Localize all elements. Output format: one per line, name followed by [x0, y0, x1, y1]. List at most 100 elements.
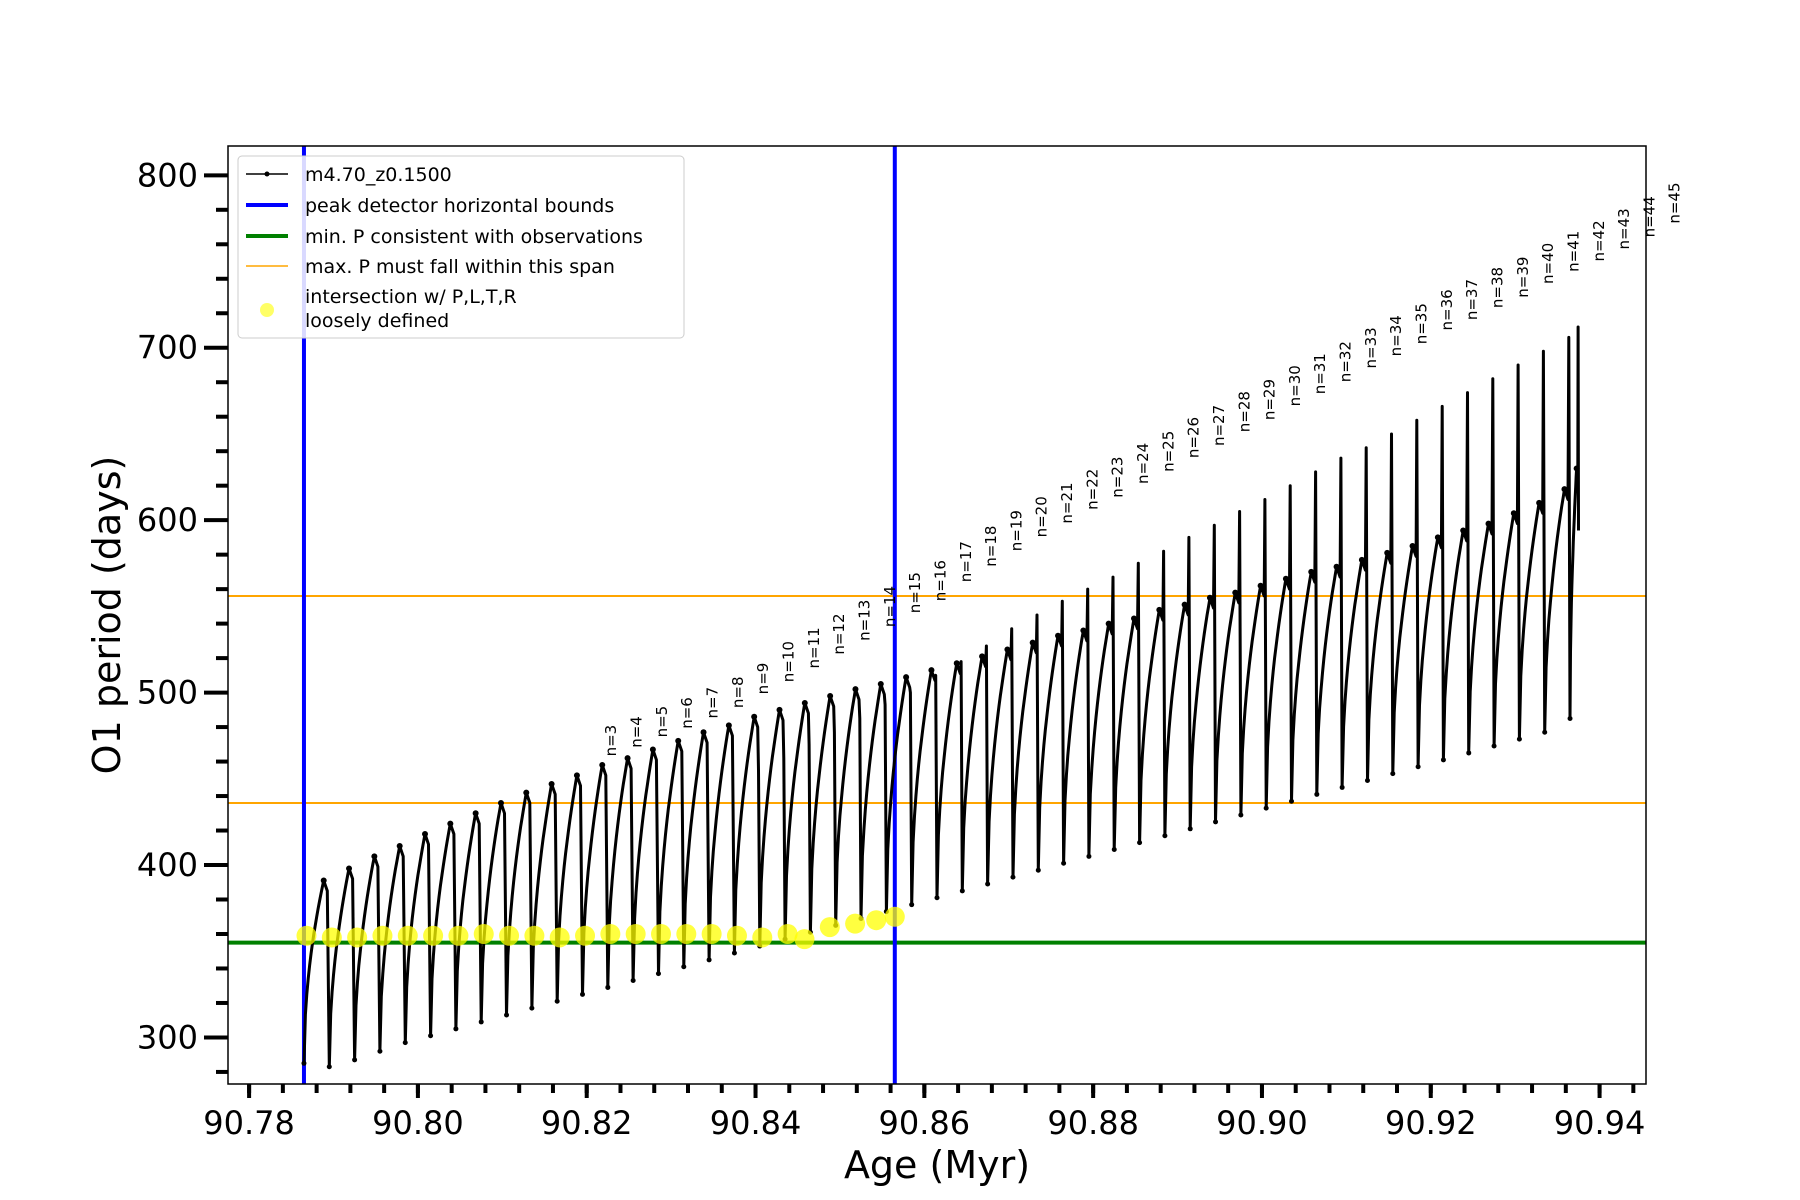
intersection-marker	[819, 917, 840, 938]
pulse-peak-point	[903, 674, 910, 681]
peak-label: n=39	[1514, 257, 1532, 298]
pulse-peak-point	[1156, 606, 1163, 613]
intersection-marker	[499, 925, 520, 946]
intersection-marker	[372, 925, 393, 946]
x-tick-label: 90.86	[879, 1104, 971, 1142]
y-tick-label: 500	[137, 674, 198, 712]
peak-label: n=26	[1185, 417, 1203, 458]
pulse-min-point	[529, 1005, 535, 1011]
legend-label: intersection w/ P,L,T,R	[305, 286, 517, 308]
pulse-min-point	[731, 950, 737, 956]
pulse-peak-point	[1561, 486, 1568, 493]
pulse-peak-point	[1206, 594, 1213, 601]
pulse-peak-point	[1181, 601, 1188, 608]
plot-frame	[227, 145, 1647, 1085]
pulse-peak-point	[1510, 510, 1517, 517]
peak-label: n=27	[1210, 405, 1228, 446]
annotation-layer: n=3 n=4 n=5 n=6 n=7 n=8 n=9 n=10 n=11 n=12 n=13 n=1…	[602, 182, 1684, 756]
x-axis: 90.78 90.80 90.82 90.84 90.86 90.88 90.90 90.92…	[203, 1084, 1645, 1142]
pulse-min-point	[681, 964, 687, 970]
peak-label: n=5	[653, 706, 671, 738]
pulse-min-point	[1061, 860, 1067, 866]
pulse-min-point	[1364, 778, 1370, 784]
x-tick-label: 90.90	[1216, 1104, 1308, 1142]
pulse-min-point	[1010, 874, 1016, 880]
peak-label: n=25	[1159, 431, 1177, 472]
pulse-peak-point	[953, 660, 960, 667]
peak-label: n=20	[1033, 496, 1051, 537]
peak-label: n=36	[1438, 289, 1456, 330]
pulse-peak-point	[472, 810, 479, 817]
pulse-peak-point	[1573, 465, 1580, 472]
pulse-peak-point	[548, 780, 555, 787]
peak-label: n=21	[1058, 482, 1076, 523]
peak-label: n=24	[1134, 443, 1152, 484]
peak-label: n=32	[1337, 341, 1355, 382]
pulse-min-point	[934, 895, 940, 901]
peak-label: n=7	[704, 687, 722, 719]
pulse-min-point	[1137, 840, 1143, 846]
intersection-marker	[726, 925, 747, 946]
peak-label: n=13	[855, 600, 873, 641]
legend-label: loosely defined	[305, 310, 449, 332]
peak-label: n=17	[957, 541, 975, 582]
series-layer	[301, 325, 1580, 1070]
x-tick-label: 90.82	[541, 1104, 633, 1142]
intersection-marker	[884, 906, 905, 927]
peak-label: n=43	[1615, 208, 1633, 249]
pulse-min-point	[1314, 791, 1320, 797]
legend-label: max. P must fall within this span	[305, 256, 615, 278]
peak-label: n=15	[906, 572, 924, 613]
intersection-marker	[600, 923, 621, 944]
intersection-marker	[777, 923, 798, 944]
peak-label: n=38	[1489, 267, 1507, 308]
pulse-peak-point	[371, 853, 378, 860]
peak-label: n=23	[1109, 457, 1127, 498]
x-tick-label: 90.78	[203, 1104, 295, 1142]
intersection-marker	[524, 925, 545, 946]
pulse-peak-point	[1409, 543, 1416, 550]
pulse-peak-point	[1004, 646, 1011, 653]
pulse-min-point	[1086, 853, 1092, 859]
legend-label: min. P consistent with observations	[305, 226, 643, 248]
intersection-marker	[701, 923, 722, 944]
y-tick-label: 300	[137, 1018, 198, 1056]
intersection-marker	[866, 910, 887, 931]
pulse-min-point	[478, 1019, 484, 1025]
peak-label: n=44	[1640, 196, 1658, 237]
peak-label: n=35	[1413, 303, 1431, 344]
pulse-min-point	[1491, 743, 1497, 749]
peak-label: n=22	[1083, 469, 1101, 510]
peak-label: n=3	[602, 725, 620, 757]
pulse-peak-point	[1055, 632, 1062, 639]
intersection-marker	[794, 929, 815, 950]
pulse-min-point	[1466, 750, 1472, 756]
peak-label: n=9	[754, 663, 772, 695]
peak-label: n=28	[1235, 391, 1253, 432]
legend-label: m4.70_z0.1500	[305, 164, 452, 186]
peak-label: n=45	[1666, 182, 1684, 223]
pulse-peak-point	[1282, 575, 1289, 582]
pulse-peak-point	[1333, 563, 1340, 570]
pulse-peak-point	[725, 722, 732, 729]
pulse-peak-point	[1131, 615, 1138, 622]
pulse-peak-point	[1105, 620, 1112, 627]
peak-label: n=40	[1539, 243, 1557, 284]
pulse-peak-point	[1384, 549, 1391, 556]
peak-label: n=41	[1564, 231, 1582, 272]
intersection-marker	[752, 927, 773, 948]
peak-label: n=8	[729, 676, 747, 708]
peak-label: n=37	[1463, 279, 1481, 320]
pulse-min-point	[1516, 736, 1522, 742]
intersection-marker	[650, 923, 671, 944]
peak-label: n=29	[1261, 379, 1279, 420]
intersection-marker	[397, 925, 418, 946]
pulse-min-point	[453, 1026, 459, 1032]
pulse-min-point	[301, 1060, 307, 1066]
peak-label: n=33	[1362, 327, 1380, 368]
pulse-min-point	[580, 991, 585, 997]
pulse-min-point	[1238, 812, 1244, 818]
pulse-min-point	[1415, 764, 1421, 770]
pulse-peak-point	[1257, 582, 1264, 589]
